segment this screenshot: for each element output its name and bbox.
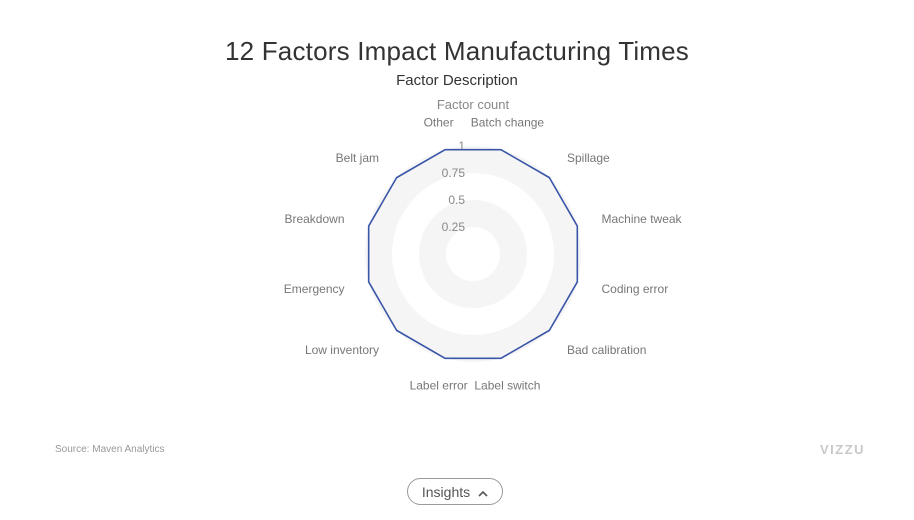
category-label: Machine tweak (602, 212, 683, 226)
category-label: Other (424, 116, 454, 130)
radial-tick-label: 0.5 (448, 193, 465, 207)
category-labels: Batch change Spillage Machine tweak Coding … (284, 116, 683, 393)
radial-rings (365, 146, 581, 362)
series-polygon (367, 148, 579, 360)
insights-label: Insights (421, 483, 471, 500)
category-label: Emergency (284, 282, 345, 296)
category-label: Label error (410, 378, 468, 392)
radial-tick-label: 0.25 (442, 220, 466, 234)
category-label: Breakdown (284, 212, 344, 226)
category-label: Batch change (471, 116, 545, 130)
radial-tick-label: 0.75 (442, 166, 466, 180)
chart-title: 12 Factors Impact Manufacturing Times (224, 36, 690, 66)
vizzu-logo: VIZZU (820, 442, 866, 457)
category-label: Belt jam (336, 151, 379, 165)
chart-subtitle: Factor Description (396, 72, 518, 89)
category-label: Spillage (567, 151, 610, 165)
insights-button[interactable]: Insights (407, 478, 503, 505)
source-note: Source: Maven Analytics (55, 444, 165, 455)
category-label: Coding error (602, 282, 669, 296)
axis-title: Factor count (437, 97, 510, 112)
radial-band-3 (446, 227, 500, 281)
chevron-up-icon (478, 484, 488, 500)
category-label: Low inventory (305, 343, 379, 357)
category-label: Bad calibration (567, 343, 646, 357)
radial-tick-labels: 0.25 0.5 0.75 1 (442, 139, 466, 234)
radial-tick-label: 1 (458, 139, 465, 153)
data-series (367, 148, 579, 360)
category-label: Label switch (474, 378, 540, 392)
